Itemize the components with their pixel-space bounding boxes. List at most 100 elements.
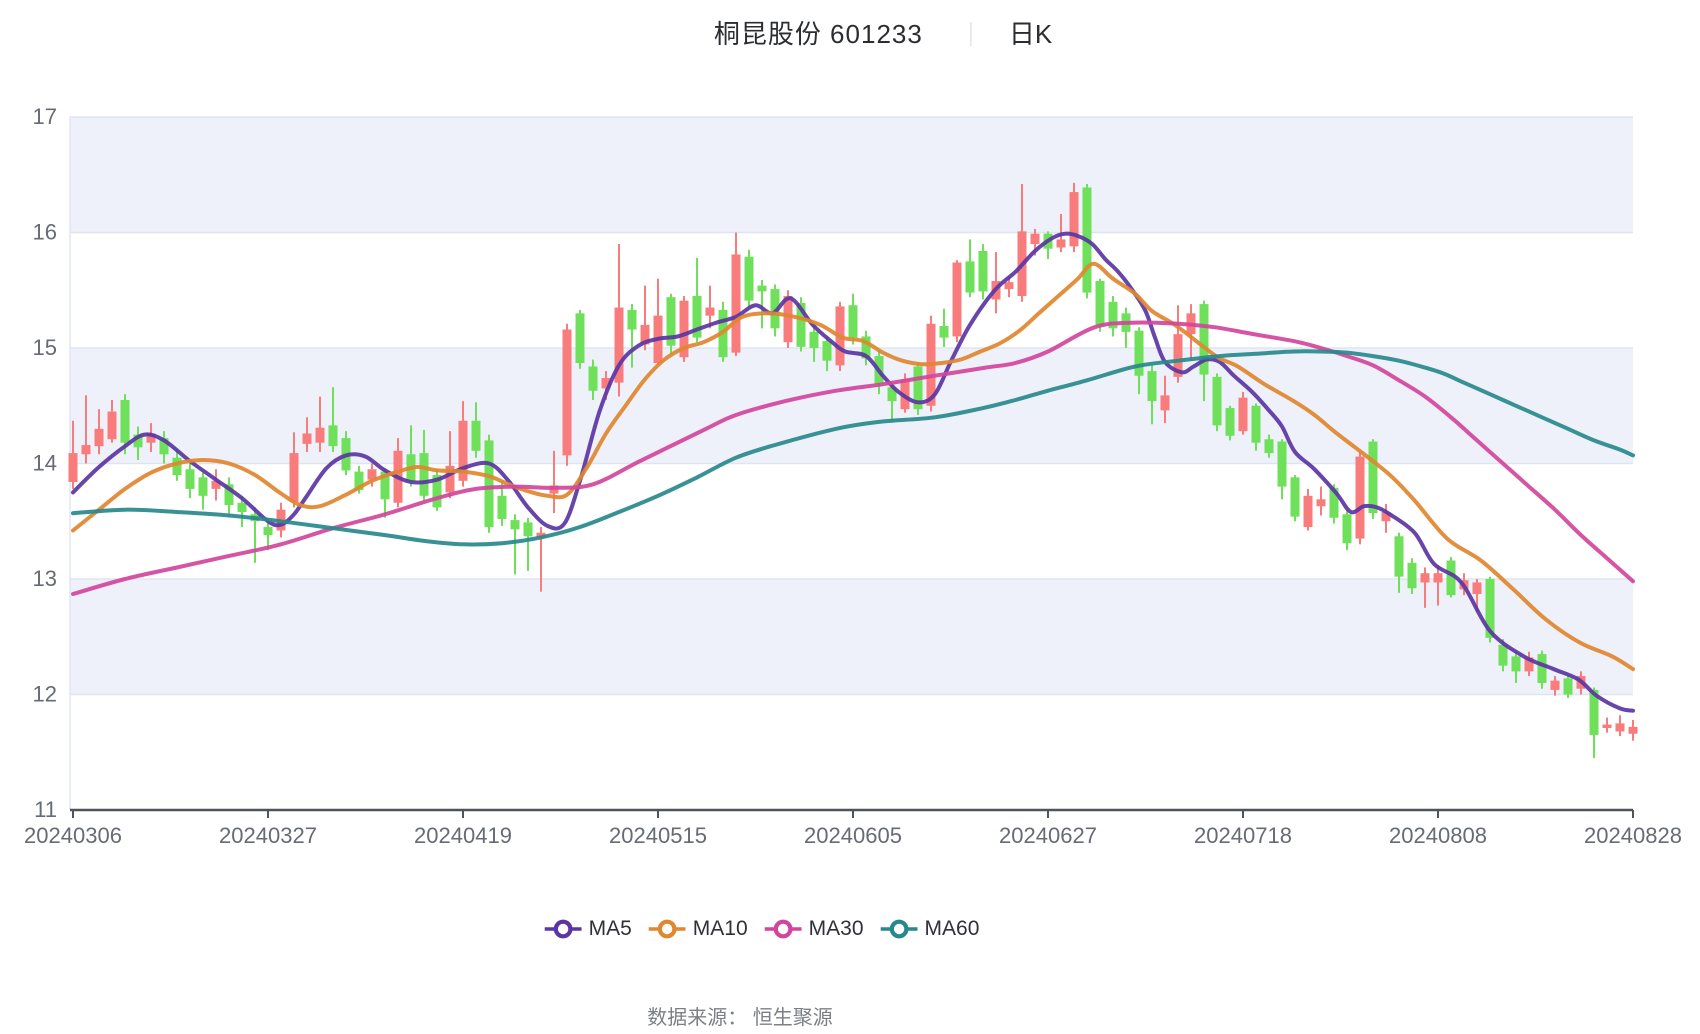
grid-bands: [70, 117, 1633, 695]
candle-body-down: [1446, 560, 1456, 596]
candle-body-up: [1602, 724, 1612, 728]
candle-body-down: [224, 484, 234, 506]
candle-body-down: [1511, 656, 1521, 672]
candles[interactable]: [68, 182, 1638, 759]
candle-body-down: [757, 285, 767, 292]
candle-body-up: [1303, 495, 1313, 528]
candle-body-up: [601, 378, 611, 389]
candle-body-up: [614, 307, 624, 383]
y-axis-labels: 17 16 15 14 13 12 11: [33, 104, 57, 822]
y-tick-label: 15: [33, 335, 57, 360]
candle-body-up: [458, 420, 468, 481]
legend-label: MA5: [588, 917, 632, 940]
candle-body-down: [1589, 689, 1599, 735]
y-tick-label: 12: [33, 682, 57, 707]
legend-label: MA60: [924, 917, 980, 940]
legend-item-ma10[interactable]: MA10: [648, 917, 748, 941]
candle-body-down: [1134, 330, 1144, 376]
candle-body-up: [1420, 573, 1430, 583]
legend-item-ma5[interactable]: MA5: [544, 917, 632, 941]
candle-body-down: [1212, 376, 1222, 426]
candle-body-down: [159, 438, 169, 455]
candle-body-down: [1199, 304, 1209, 375]
x-tick-label: 20240718: [1194, 823, 1292, 848]
title-separator-icon: ｜: [958, 22, 983, 49]
candle-body-up: [1004, 282, 1014, 290]
candle-body-down: [1329, 487, 1339, 518]
candle-body-down: [627, 309, 637, 330]
period-label: 日K: [1008, 19, 1053, 49]
candle-body-down: [1264, 439, 1274, 454]
candle-body-up: [1160, 395, 1170, 411]
candle-body-down: [1290, 477, 1300, 517]
candle-body-down: [1342, 514, 1352, 544]
candle-body-down: [1147, 371, 1157, 402]
candle-body-down: [497, 495, 507, 519]
candle-body-down: [237, 502, 247, 513]
candle-body-down: [575, 313, 585, 364]
x-tick-label: 20240419: [414, 823, 512, 848]
candle-body-down: [419, 453, 429, 496]
x-axis: [70, 808, 1634, 818]
candle-body-up: [679, 300, 689, 358]
candle-body-up: [1433, 573, 1443, 583]
ma60-line-marker-icon: [880, 919, 918, 939]
candle-body-down: [510, 520, 520, 530]
ma60-line: [71, 349, 1635, 547]
legend-item-ma60[interactable]: MA60: [880, 917, 980, 941]
ma30-line: [71, 320, 1635, 596]
y-tick-label: 16: [33, 220, 57, 245]
candle-body-up: [1615, 723, 1625, 732]
candle-body-up: [94, 428, 104, 447]
candle-body-up: [1316, 499, 1326, 507]
candle-body-down: [1498, 644, 1508, 666]
candle-body-up: [731, 254, 741, 353]
candle-body-up: [1030, 233, 1040, 245]
ma10-line-marker-icon: [648, 919, 686, 939]
candle-body-down: [1095, 281, 1105, 327]
candle-body-down: [822, 341, 832, 361]
stock-name-code: 桐昆股份 601233: [713, 19, 923, 49]
candle-body-up: [146, 433, 156, 443]
candle-body-down: [523, 522, 533, 537]
candle-body-up: [68, 453, 78, 482]
candle-body-down: [328, 425, 338, 447]
x-tick-label: 20240828: [1584, 823, 1682, 848]
candle-body-down: [770, 289, 780, 329]
candle-body-down: [1485, 579, 1495, 638]
chart-title: 桐昆股份 601233 ｜ 日K: [714, 14, 1052, 51]
candle-body-up: [1550, 680, 1560, 690]
legend-item-ma30[interactable]: MA30: [764, 917, 864, 941]
candle-body-down: [198, 477, 208, 496]
candle-body-up: [536, 532, 546, 538]
candle-body-up: [1069, 192, 1079, 247]
candle-body-down: [471, 420, 481, 451]
y-tick-label: 14: [33, 451, 57, 476]
candle-body-down: [913, 366, 923, 410]
candle-body-down: [1537, 654, 1547, 683]
candle-body-down: [965, 261, 975, 293]
x-tick-label: 20240808: [1389, 823, 1487, 848]
candle-body-up: [1472, 582, 1482, 595]
candle-body-up: [562, 329, 572, 456]
candle-body-up: [705, 307, 715, 316]
candle-body-up: [367, 469, 377, 480]
x-axis-labels: 20240306 20240327 20240419 20240515 20240605…: [24, 823, 1682, 848]
ma5-line-marker-icon: [544, 919, 582, 939]
candle-body-down: [666, 297, 676, 346]
y-tick-label: 17: [33, 104, 57, 129]
legend-label: MA30: [808, 917, 864, 940]
candle-body-down: [380, 471, 390, 500]
candle-body-down: [172, 457, 182, 476]
candle-body-down: [978, 250, 988, 292]
legend-label: MA10: [692, 917, 748, 940]
candle-body-up: [640, 324, 650, 345]
candle-body-down: [1563, 678, 1573, 695]
candle-body-up: [1056, 239, 1066, 248]
candle-body-up: [1381, 512, 1391, 522]
candle-body-down: [744, 256, 754, 301]
candle-body-down: [1394, 536, 1404, 577]
candle-body-up: [783, 296, 793, 343]
